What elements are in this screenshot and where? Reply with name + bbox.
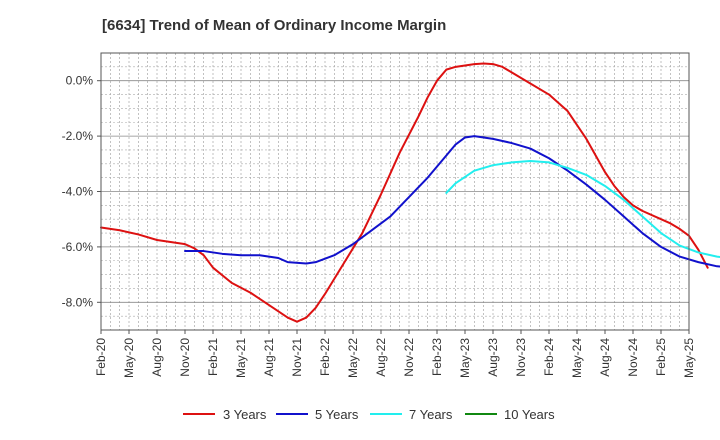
x-tick-label: Feb-23: [430, 338, 444, 376]
x-tick-label: Aug-22: [374, 338, 388, 377]
grid-lines: [100, 52, 690, 331]
x-axis-ticks: Feb-20 May-20 Aug-20 Nov-20 Feb-21 May-21 Aug-…: [94, 330, 696, 378]
legend: 3 Years 5 Years 7 Years 10 Years: [183, 407, 555, 422]
x-tick-label: Aug-23: [486, 338, 500, 377]
x-tick-label: May-21: [234, 338, 248, 378]
x-tick-label: Feb-22: [318, 338, 332, 376]
y-tick-label: -2.0%: [62, 129, 94, 143]
legend-label: 5 Years: [315, 407, 359, 422]
x-tick-label: Aug-20: [150, 338, 164, 377]
x-tick-label: May-23: [458, 338, 472, 378]
x-tick-label: May-25: [682, 338, 696, 378]
legend-label: 3 Years: [223, 407, 267, 422]
x-tick-label: May-22: [346, 338, 360, 378]
series-layer: [100, 62, 720, 323]
x-tick-label: May-24: [570, 338, 584, 378]
x-tick-label: Feb-20: [94, 338, 108, 376]
y-tick-label: 0.0%: [66, 74, 94, 88]
y-tick-label: -4.0%: [62, 185, 94, 199]
x-tick-label: Nov-20: [178, 338, 192, 377]
x-tick-label: Aug-21: [262, 338, 276, 377]
x-tick-label: Nov-24: [626, 338, 640, 377]
legend-label: 10 Years: [504, 407, 555, 422]
x-tick-label: May-20: [122, 338, 136, 378]
series-line-5-years: [184, 135, 720, 268]
y-tick-label: -8.0%: [62, 295, 94, 309]
legend-label: 7 Years: [409, 407, 453, 422]
x-tick-label: Feb-21: [206, 338, 220, 376]
x-tick-label: Nov-21: [290, 338, 304, 377]
x-tick-label: Feb-24: [542, 338, 556, 376]
x-tick-label: Nov-22: [402, 338, 416, 377]
x-tick-label: Feb-25: [654, 338, 668, 376]
chart-title: [6634] Trend of Mean of Ordinary Income …: [102, 17, 446, 34]
x-tick-label: Aug-24: [598, 338, 612, 377]
y-tick-label: -6.0%: [62, 240, 94, 254]
x-tick-label: Nov-23: [514, 338, 528, 377]
y-axis-ticks: 0.0% -2.0% -4.0% -6.0% -8.0%: [62, 74, 101, 309]
series-line-3-years: [100, 62, 709, 323]
series-line-7-years: [445, 160, 720, 259]
